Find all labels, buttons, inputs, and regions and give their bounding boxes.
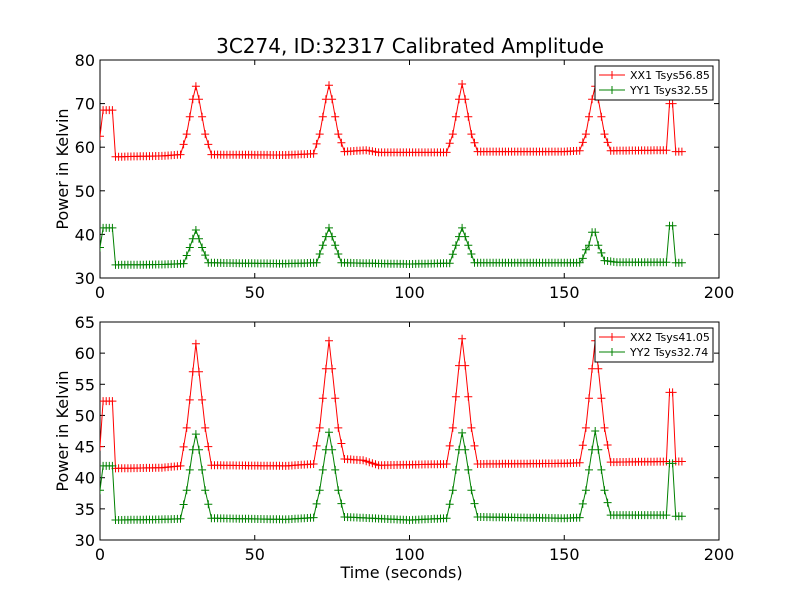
y-tick-label: 80	[75, 51, 95, 70]
series-markers	[100, 334, 686, 473]
y-tick-label: 50	[75, 406, 95, 425]
plot-area	[100, 334, 686, 525]
legend-box	[594, 327, 714, 363]
top-panel: 0 50 100 150 200 30 40 50 60 70 80 Power in Kelvin X…	[53, 51, 734, 302]
legend-swatch-marker	[608, 71, 616, 79]
x-tick-label: 200	[704, 283, 735, 302]
y-tick-label: 55	[75, 375, 95, 394]
series-xx	[100, 80, 686, 161]
series-markers	[100, 80, 686, 161]
x-tick-label: 50	[245, 545, 265, 564]
x-tick-label: 150	[549, 283, 580, 302]
legend-swatch-marker	[608, 348, 616, 356]
y-tick-label: 40	[75, 225, 95, 244]
legend-swatch-marker	[608, 333, 616, 341]
y-tick-label: 60	[75, 344, 95, 363]
y-tick-label: 50	[75, 182, 95, 201]
legend-swatch-marker	[608, 86, 616, 94]
y-tick-label: 60	[75, 138, 95, 157]
y-tick-label: 65	[75, 313, 95, 332]
y-tick-label: 35	[75, 500, 95, 519]
series-xx	[100, 334, 686, 473]
series-yy	[100, 221, 686, 269]
x-tick-label: 100	[394, 283, 425, 302]
x-tick-label: 150	[549, 545, 580, 564]
y-axis-label: Power in Kelvin	[53, 370, 72, 491]
y-tick-label: 45	[75, 438, 95, 457]
legend-label: YY2 Tsys32.74	[629, 346, 708, 359]
bottom-panel: 0 50 100 150 200 30 35 40 45 50 55 60 65 Power in Kel…	[53, 313, 734, 582]
legend-label: XX1 Tsys56.85	[630, 69, 710, 82]
x-tick-label: 100	[394, 545, 425, 564]
y-tick-label: 30	[75, 531, 95, 550]
x-tick-label: 200	[704, 545, 735, 564]
plot-area	[100, 80, 686, 269]
y-tick-label: 30	[75, 269, 95, 288]
x-axis-label: Time (seconds)	[339, 563, 462, 582]
x-tick-label: 50	[245, 283, 265, 302]
legend-box	[594, 65, 714, 101]
series-markers	[100, 221, 686, 269]
y-axis-label: Power in Kelvin	[53, 108, 72, 229]
y-tick-label: 70	[75, 95, 95, 114]
x-tick-label: 0	[95, 545, 105, 564]
legend-label: XX2 Tsys41.05	[630, 331, 710, 344]
series-yy	[100, 427, 686, 525]
legend: XX1 Tsys56.85 YY1 Tsys32.55	[594, 65, 714, 101]
y-tick-label: 40	[75, 469, 95, 488]
legend-label: YY1 Tsys32.55	[629, 84, 708, 97]
x-tick-label: 0	[95, 283, 105, 302]
legend: XX2 Tsys41.05 YY2 Tsys32.74	[594, 327, 714, 363]
series-markers	[100, 427, 686, 525]
chart-title: 3C274, ID:32317 Calibrated Amplitude	[216, 34, 604, 58]
